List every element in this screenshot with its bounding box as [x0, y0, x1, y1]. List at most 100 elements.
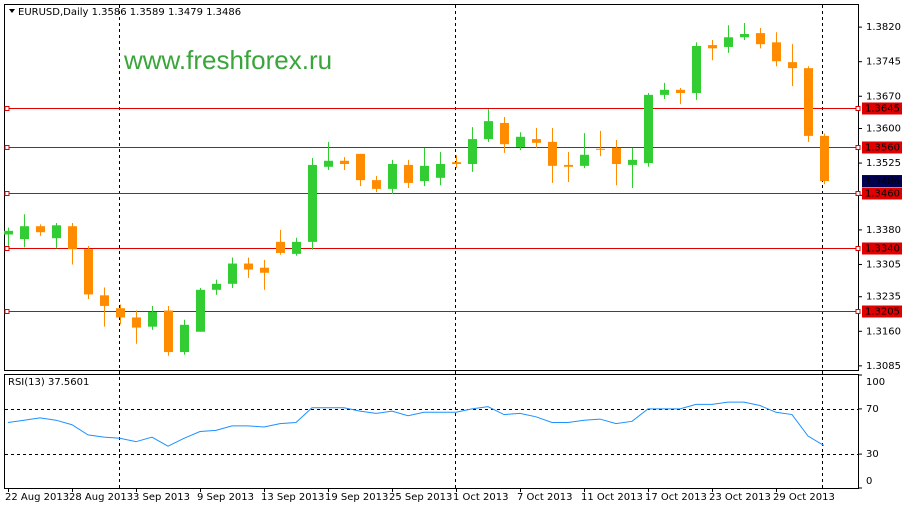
candle-body: [276, 241, 285, 253]
candle-body: [340, 160, 349, 164]
candle-body: [356, 153, 365, 181]
candle-body: [132, 317, 141, 328]
x-tick-label: 17 Oct 2013: [645, 492, 707, 503]
level-handle: [4, 309, 10, 314]
y-tick-label: 30: [866, 449, 879, 460]
candle-body: [772, 42, 781, 62]
y-tick-label: 1.3235: [866, 292, 901, 303]
rsi-title: RSI(13) 37.5601: [8, 377, 89, 388]
candle-body: [436, 163, 445, 178]
y-tick-label: 1.3745: [866, 57, 901, 68]
level-label: 1.3460: [865, 189, 900, 200]
candle-body: [532, 139, 541, 143]
candle-body: [228, 263, 237, 284]
candle-body: [148, 311, 157, 327]
x-tick-label: 22 Aug 2013: [5, 492, 69, 503]
candle-body: [324, 160, 333, 167]
x-tick-label: 29 Oct 2013: [773, 492, 835, 503]
x-tick-label: 7 Oct 2013: [517, 492, 572, 503]
candle-body: [724, 37, 733, 47]
candle-body: [740, 34, 749, 38]
candle-body: [36, 226, 45, 233]
price-panel-frame: [4, 4, 859, 371]
candle-body: [644, 94, 653, 164]
level-label: 1.3560: [865, 143, 900, 154]
level-handle: [4, 106, 10, 111]
y-tick-label: 1.3820: [866, 22, 901, 33]
rsi-panel-frame: [4, 374, 859, 489]
x-tick-label: 3 Sep 2013: [133, 492, 190, 503]
candle-body: [484, 121, 493, 140]
y-tick-label: 1.3600: [866, 124, 901, 135]
rsi-line: [7, 401, 825, 447]
level-label-box: [862, 102, 902, 115]
candle-body: [244, 263, 253, 270]
candle-body: [180, 324, 189, 353]
candle-body: [308, 164, 317, 242]
x-tick-label: 9 Sep 2013: [197, 492, 254, 503]
candle-body: [164, 310, 173, 353]
y-tick-label: 70: [866, 404, 879, 415]
candle-body: [260, 267, 269, 273]
candle-body: [4, 230, 13, 235]
level-handle: [4, 191, 10, 196]
level-label-box: [862, 305, 902, 318]
level-handle: [855, 191, 861, 196]
candle-body: [548, 141, 557, 166]
candle-body: [52, 225, 61, 239]
x-tick-label: 1 Oct 2013: [453, 492, 508, 503]
level-handle: [855, 145, 861, 150]
candle-body: [596, 148, 605, 150]
level-label-box: [862, 187, 902, 200]
level-label-box: [862, 242, 902, 255]
y-tick-label: 1.3085: [866, 361, 901, 372]
menu-triangle: [9, 9, 15, 13]
candle-body: [68, 226, 77, 250]
candle-body: [756, 33, 765, 45]
x-tick-label: 25 Sep 2013: [389, 492, 452, 503]
candle-body: [468, 139, 477, 164]
y-tick-label: 1.3380: [866, 225, 901, 236]
candle-body: [388, 163, 397, 189]
candle-body: [116, 308, 125, 318]
candle-body: [628, 159, 637, 165]
candle-body: [196, 289, 205, 332]
y-tick-label: 100: [866, 377, 885, 388]
x-tick-label: 13 Sep 2013: [261, 492, 324, 503]
candle-body: [692, 46, 701, 94]
candle-body: [84, 249, 93, 295]
level-handle: [4, 145, 10, 150]
candle-body: [804, 68, 813, 136]
candle-body: [564, 164, 573, 167]
candle-body: [660, 89, 669, 95]
candle-body: [292, 241, 301, 254]
y-tick-label: 1.3670: [866, 91, 901, 102]
level-handle: [855, 246, 861, 251]
y-tick-label: 1.3160: [866, 326, 901, 337]
level-handle: [855, 309, 861, 314]
chart-title: EURUSD,Daily 1.3586 1.3589 1.3479 1.3486: [18, 7, 241, 18]
candle-body: [676, 89, 685, 94]
candle-body: [820, 135, 829, 182]
level-label-box: [862, 141, 902, 154]
candle-body: [452, 162, 461, 164]
x-tick-label: 11 Oct 2013: [581, 492, 643, 503]
candle-body: [212, 283, 221, 290]
level-handle: [4, 246, 10, 251]
level-handle: [855, 106, 861, 111]
candle-body: [500, 122, 509, 145]
y-tick-label: 1.3305: [866, 259, 901, 270]
candle-body: [788, 62, 797, 69]
candle-body: [516, 136, 525, 147]
candle-body: [404, 164, 413, 183]
watermark: www.freshforex.ru: [123, 45, 332, 75]
x-tick-label: 23 Oct 2013: [709, 492, 771, 503]
candle-body: [100, 295, 109, 306]
x-tick-label: 19 Sep 2013: [325, 492, 388, 503]
level-label: 1.3205: [865, 307, 900, 318]
y-tick-label: 0: [866, 476, 872, 487]
candle-body: [372, 180, 381, 189]
current-price-box: [862, 175, 902, 188]
